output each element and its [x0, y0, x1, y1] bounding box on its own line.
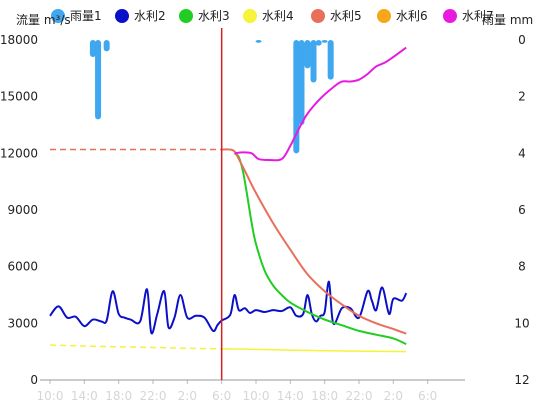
- rain-bar: [89, 40, 96, 57]
- rain-bar: [95, 40, 102, 120]
- y-axis-left-label: 流量 m³/s: [16, 13, 71, 27]
- rain-bar: [315, 40, 322, 46]
- legend-swatch: [115, 9, 129, 23]
- y-left-tick-label: 6000: [7, 260, 38, 274]
- rain-bar: [103, 40, 110, 52]
- y-left-tick-label: 12000: [0, 146, 38, 160]
- series-lines: [49, 46, 408, 353]
- x-tick-label: 2:0: [384, 389, 403, 403]
- y-left-tick-label: 3000: [7, 316, 38, 330]
- legend-label: 水利5: [330, 9, 362, 23]
- legend-label: 水利4: [262, 9, 294, 23]
- legend-item-e6b0b4e588a95[interactable]: 水利5: [311, 9, 362, 23]
- legend-label: 水利3: [198, 9, 230, 23]
- rain-bar: [255, 40, 262, 43]
- legend-item-e6b0b4e588a92[interactable]: 水利2: [115, 9, 166, 23]
- x-tick-label: 14:0: [277, 389, 304, 403]
- series-line-e6b0b4e588a95-forecast: [221, 148, 407, 335]
- legend-swatch: [179, 9, 193, 23]
- legend-label: 水利6: [396, 9, 428, 23]
- y-right-tick-label: 0: [518, 33, 526, 47]
- y-left-tick-label: 0: [30, 373, 38, 387]
- x-tick-label: 10:0: [243, 389, 270, 403]
- legend-swatch: [51, 9, 65, 23]
- x-tick-label: 6:0: [212, 389, 231, 403]
- x-tick-label: 14:0: [71, 389, 98, 403]
- y-axis-right-label: 雨量 mm: [482, 13, 533, 27]
- legend-item-e6b0b4e588a94[interactable]: 水利4: [243, 9, 294, 23]
- legend-item-e6b0b4e588a97[interactable]: 水利7: [443, 9, 494, 23]
- series-line-e6b0b4e588a94-forecast: [221, 348, 407, 353]
- series-line-e6b0b4e588a94-history: [49, 344, 222, 350]
- legend-item-e6b0b4e588a93[interactable]: 水利3: [179, 9, 230, 23]
- legend-label: 水利7: [462, 9, 494, 23]
- y-right-tick-label: 6: [518, 203, 526, 217]
- legend-swatch: [377, 9, 391, 23]
- y-left-tick-label: 18000: [0, 33, 38, 47]
- y-left-tick-label: 15000: [0, 90, 38, 104]
- series-line-e6b0b4e588a93: [233, 152, 407, 346]
- rain-bar: [304, 40, 311, 69]
- legend-swatch: [243, 9, 257, 23]
- rain-bar: [298, 40, 305, 125]
- legend-swatch: [443, 9, 457, 23]
- legend-label: 雨量1: [70, 9, 102, 23]
- legend-label: 水利2: [134, 9, 166, 23]
- legend-item-e99ba8e9878f1[interactable]: 雨量1: [51, 9, 102, 23]
- legend[interactable]: 雨量1 水利2 水利3 水利4 水利5 水利6 水利7: [51, 9, 494, 23]
- x-tick-label: 2:0: [178, 389, 197, 403]
- x-tick-label: 6:0: [418, 389, 437, 403]
- x-tick-label: 10:0: [37, 389, 64, 403]
- legend-swatch: [311, 9, 325, 23]
- y-right-tick-label: 4: [518, 146, 526, 160]
- x-axis-ticks: 10:0 14:0 18:0 22:0 2:0 6:0 10:0 14:0 18:0 22:0 2:…: [37, 380, 437, 403]
- rain-bars: [89, 40, 334, 154]
- y-right-tick-label: 10: [514, 316, 529, 330]
- x-tick-label: 22:0: [346, 389, 373, 403]
- series-line-e6b0b4e588a92: [49, 280, 408, 335]
- series-line-e6b0b4e588a97: [234, 46, 407, 162]
- y-right-tick-label: 12: [514, 373, 529, 387]
- y-left-tick-label: 9000: [7, 203, 38, 217]
- y-axis-right-ticks: 0 2 4 6 8 10 12: [514, 33, 529, 387]
- x-tick-label: 22:0: [140, 389, 167, 403]
- rain-bar: [321, 40, 328, 43]
- rain-bar: [327, 40, 334, 80]
- rain-bar: [310, 40, 317, 83]
- y-axis-left-ticks: 0 3000 6000 9000 12000 15000 18000: [0, 33, 38, 387]
- y-right-tick-label: 8: [518, 260, 526, 274]
- x-tick-label: 18:0: [311, 389, 338, 403]
- legend-item-e6b0b4e588a96[interactable]: 水利6: [377, 9, 428, 23]
- x-tick-label: 18:0: [105, 389, 132, 403]
- y-right-tick-label: 2: [518, 90, 526, 104]
- rain-bar: [293, 40, 300, 154]
